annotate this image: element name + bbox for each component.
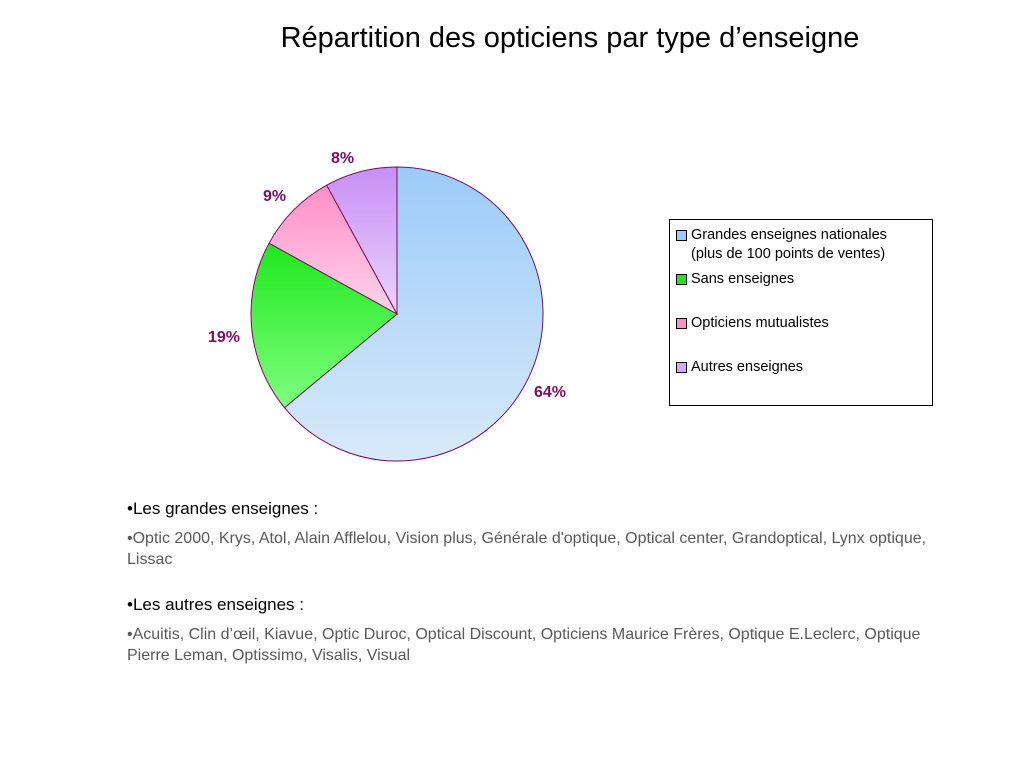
legend-label-grandes-detail: (plus de 100 points de ventes) — [691, 246, 886, 262]
legend-swatch-autres — [676, 362, 687, 373]
slide-title: Répartition des opticiens par type d’ens… — [280, 22, 860, 54]
legend-item-mutualistes: Opticiens mutualistes — [676, 314, 932, 333]
grandes-enseignes-list: •Optic 2000, Krys, Atol, Alain Afflelou,… — [127, 530, 927, 568]
legend-item-autres: Autres enseignes — [676, 358, 932, 377]
data-label-mutualistes: 9% — [263, 188, 287, 205]
pie-slice-grandes — [283, 166, 544, 462]
legend-label-grandes: Grandes enseignes nationales — [691, 227, 887, 243]
grandes-enseignes-heading: •Les grandes enseignes : — [127, 499, 319, 518]
autres-enseignes-heading: •Les autres enseignes : — [127, 595, 305, 614]
autres-enseignes-list: •Acuitis, Clin d’œil, Kiavue, Optic Duro… — [127, 626, 921, 664]
pie-slice-autres — [325, 166, 398, 315]
legend-swatch-sans — [676, 274, 687, 285]
data-label-autres: 8% — [331, 150, 355, 167]
legend-label-autres: Autres enseignes — [691, 359, 804, 375]
legend-swatch-mutualistes — [676, 318, 687, 329]
brand-list-section: •Les grandes enseignes : •Optic 2000, Kr… — [127, 498, 947, 690]
legend-label-mutualistes: Opticiens mutualistes — [691, 315, 829, 331]
legend-label-sans: Sans enseignes — [691, 271, 795, 287]
data-label-sans: 19% — [208, 329, 241, 346]
data-label-grandes: 64% — [534, 384, 567, 401]
legend-item-sans: Sans enseignes — [676, 270, 932, 289]
chart-legend: Grandes enseignes nationales (plus de 10… — [669, 219, 933, 406]
pie-slice-sans — [250, 242, 398, 409]
legend-swatch-grandes — [676, 230, 687, 241]
pie-slice-mutualistes — [268, 184, 399, 316]
legend-item-grandes: Grandes enseignes nationales (plus de 10… — [676, 226, 932, 264]
